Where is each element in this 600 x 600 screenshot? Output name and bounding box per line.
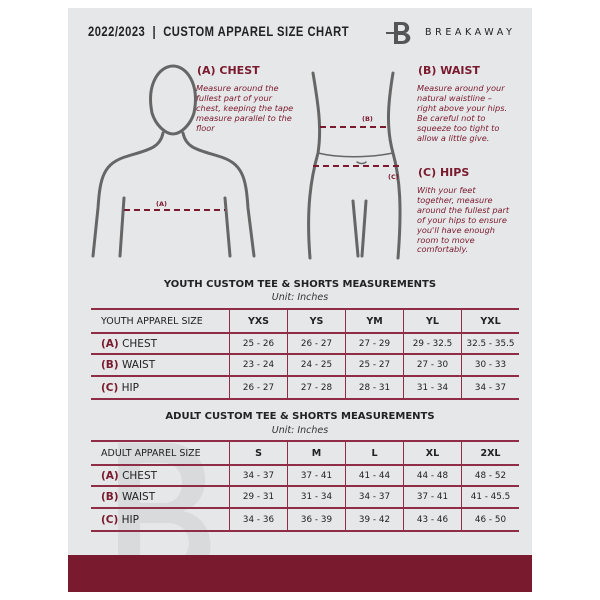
cell: 23 - 24 xyxy=(229,353,288,377)
chest-description: Measure around the fullest part of your … xyxy=(196,83,294,133)
footer-band xyxy=(68,555,532,592)
row-label: WAIST xyxy=(121,491,156,503)
row-label: CHEST xyxy=(122,469,158,482)
row-label: HIP xyxy=(121,513,139,526)
row-label: WAIST xyxy=(121,359,156,371)
cell: 37 - 41 xyxy=(403,485,462,509)
adult-header-label: ADULT APPAREL SIZE xyxy=(91,440,230,466)
table-row: (A) CHEST 25 - 26 26 - 27 27 - 29 29 - 32.5… xyxy=(91,332,519,355)
size-header: YXS xyxy=(229,308,288,334)
cell: 25 - 26 xyxy=(229,332,288,355)
row-key: (B) xyxy=(101,359,119,371)
size-header: YL xyxy=(403,308,462,334)
cell: 29 - 32.5 xyxy=(403,332,462,355)
table-row: (C) HIP 26 - 27 27 - 28 28 - 31 31 - 34 34 -… xyxy=(91,375,519,400)
size-header: YXL xyxy=(461,308,519,334)
cell: 31 - 34 xyxy=(403,375,462,400)
waist-heading: (B) WAIST xyxy=(418,64,480,77)
size-header: XL xyxy=(403,440,462,466)
table-row: (A) CHEST 34 - 37 37 - 41 41 - 44 44 - 48 48… xyxy=(91,464,519,487)
chest-heading: (A) CHEST xyxy=(197,64,260,77)
adult-size-table: ADULT APPAREL SIZE S M L XL 2XL (A) CHEST 34… xyxy=(91,440,519,532)
cell: 26 - 27 xyxy=(229,375,288,400)
waist-line-tag: (B) xyxy=(362,115,373,123)
size-header: S xyxy=(229,440,288,466)
cell: 27 - 30 xyxy=(403,353,462,377)
row-label: CHEST xyxy=(122,337,158,350)
cell: 34 - 36 xyxy=(229,507,288,532)
hip-line-tag: (C) xyxy=(388,173,399,181)
row-key: (C) xyxy=(101,381,119,394)
waist-description: Measure around your natural waistline – … xyxy=(417,83,508,143)
cell: 34 - 37 xyxy=(345,485,404,509)
size-header: YM xyxy=(345,308,404,334)
size-chart-page: 2022/2023 | CUSTOM APPAREL SIZE CHART BR… xyxy=(68,8,532,592)
youth-size-table: YOUTH APPAREL SIZE YXS YS YM YL YXL (A) CHES… xyxy=(91,308,519,400)
cell: 27 - 28 xyxy=(287,375,346,400)
upper-body-figure xyxy=(91,64,256,258)
size-header: 2XL xyxy=(461,440,519,466)
cell: 48 - 52 xyxy=(461,464,519,487)
hips-heading: (C) HIPS xyxy=(418,166,470,179)
size-header: L xyxy=(345,440,404,466)
adult-table-title: ADULT CUSTOM TEE & SHORTS MEASUREMENTS xyxy=(165,411,435,422)
row-key: (C) xyxy=(101,513,119,526)
cell: 44 - 48 xyxy=(403,464,462,487)
body-figures xyxy=(91,64,402,260)
cell: 34 - 37 xyxy=(229,464,288,487)
youth-header-label: YOUTH APPAREL SIZE xyxy=(91,308,230,334)
cell: 29 - 31 xyxy=(229,485,288,509)
cell: 30 - 33 xyxy=(461,353,519,377)
cell: 24 - 25 xyxy=(287,353,346,377)
cell: 41 - 44 xyxy=(345,464,404,487)
cell: 34 - 37 xyxy=(461,375,519,400)
cell: 27 - 29 xyxy=(345,332,404,355)
table-row: (B) WAIST 23 - 24 24 - 25 25 - 27 27 - 30 30… xyxy=(91,353,519,377)
cell: 46 - 50 xyxy=(461,507,519,532)
adult-unit: Unit: Inches xyxy=(271,425,329,436)
cell: 28 - 31 xyxy=(345,375,404,400)
row-key: (B) xyxy=(101,491,119,503)
chest-line-tag: (A) xyxy=(156,200,167,208)
table-row: (B) WAIST 29 - 31 31 - 34 34 - 37 37 - 41 41… xyxy=(91,485,519,509)
cell: 41 - 45.5 xyxy=(461,485,519,509)
size-header: YS xyxy=(287,308,346,334)
youth-unit: Unit: Inches xyxy=(271,292,329,303)
cell: 25 - 27 xyxy=(345,353,404,377)
brand-name: BREAKAWAY xyxy=(425,27,516,38)
lower-body-figure xyxy=(307,71,402,260)
breakaway-logo-icon xyxy=(386,22,411,44)
cell: 26 - 27 xyxy=(287,332,346,355)
cell: 37 - 41 xyxy=(287,464,346,487)
cell: 43 - 46 xyxy=(403,507,462,532)
row-key: (A) xyxy=(101,337,119,350)
row-label: HIP xyxy=(121,381,139,394)
table-row: (C) HIP 34 - 36 36 - 39 39 - 42 43 - 46 46 -… xyxy=(91,507,519,532)
page-title: 2022/2023 | CUSTOM APPAREL SIZE CHART xyxy=(88,23,350,39)
cell: 32.5 - 35.5 xyxy=(461,332,519,355)
cell: 36 - 39 xyxy=(287,507,346,532)
cell: 39 - 42 xyxy=(345,507,404,532)
size-header: M xyxy=(287,440,346,466)
youth-table-title: YOUTH CUSTOM TEE & SHORTS MEASUREMENTS xyxy=(163,279,437,290)
hips-description: With your feet together, measure around … xyxy=(417,185,510,255)
row-key: (A) xyxy=(101,469,119,482)
cell: 31 - 34 xyxy=(287,485,346,509)
